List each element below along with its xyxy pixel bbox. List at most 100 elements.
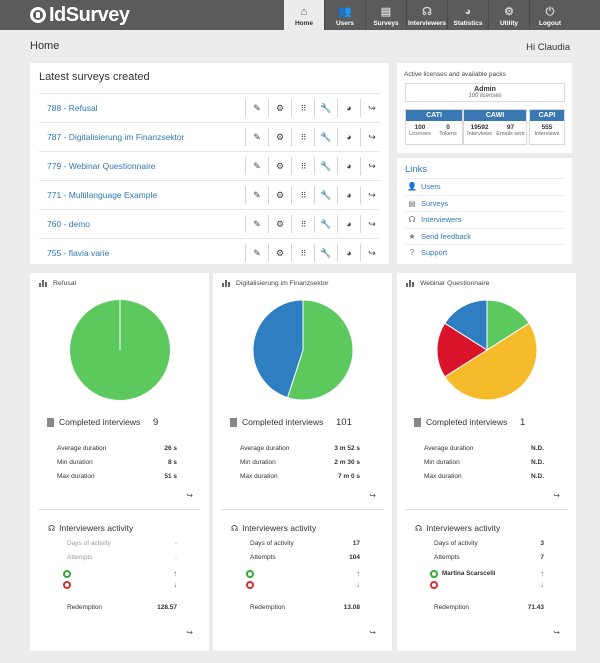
interviewer-up-icon xyxy=(246,570,254,578)
star-icon: ★ xyxy=(408,231,416,241)
share-icon[interactable]: ↪ xyxy=(360,99,383,117)
link-surveys[interactable]: ▤ Surveys xyxy=(405,194,564,211)
metric-value: N.D. xyxy=(531,473,544,480)
logo[interactable]: IdSurvey xyxy=(30,4,130,26)
share-icon[interactable]: ↪ xyxy=(360,157,383,175)
share-icon[interactable]: ↪ xyxy=(553,628,560,637)
nav-label: Statistics xyxy=(453,20,483,27)
survey-link[interactable]: 760 - demo xyxy=(47,219,90,229)
wrench-icon[interactable]: 🔧 xyxy=(314,244,337,262)
stat-title: Webinar Questionnaire xyxy=(420,280,490,287)
nav-interviewers[interactable]: ☊ Interviewers xyxy=(407,0,447,30)
survey-link[interactable]: 788 - Refusal xyxy=(47,103,98,113)
survey-link[interactable]: 755 - flavia varie xyxy=(47,248,110,258)
licenses-title: Active licenses and available packs xyxy=(404,71,506,78)
pie-chart-icon[interactable]: ◕ xyxy=(337,128,360,146)
license-cell: 19592 Interviews xyxy=(464,121,495,137)
wrench-icon[interactable]: 🔧 xyxy=(314,186,337,204)
pie-chart-icon[interactable]: ◕ xyxy=(337,215,360,233)
link-label: Interviewers xyxy=(421,215,462,224)
nav-utility[interactable]: ⚙ Utility xyxy=(489,0,529,30)
share-icon[interactable]: ↪ xyxy=(360,215,383,233)
nav-label: Interviewers xyxy=(408,20,446,27)
grid-icon[interactable]: ⠿ xyxy=(291,157,314,175)
survey-row: 760 - demo ✎ ⚙ ⠿ 🔧 ◕ ↪ xyxy=(39,209,380,238)
license-box-cells: 19592 Interviews 97 Emails sent xyxy=(464,121,526,137)
share-icon[interactable]: ↪ xyxy=(360,128,383,146)
nav-logout[interactable]: ⏻ Logout xyxy=(530,0,570,30)
edit-icon[interactable]: ✎ xyxy=(245,128,268,146)
link-support[interactable]: ? Support xyxy=(405,244,564,260)
settings-doc-icon[interactable]: ⚙ xyxy=(268,128,291,146)
survey-link[interactable]: 779 - Webinar Questionnaire xyxy=(47,161,156,171)
days-value: 17 xyxy=(352,540,360,547)
pie-chart-icon[interactable]: ◕ xyxy=(337,186,360,204)
days-of-activity: Days of activity - xyxy=(67,540,177,551)
pie-chart-icon[interactable]: ◕ xyxy=(337,99,360,117)
wrench-icon[interactable]: 🔧 xyxy=(314,215,337,233)
edit-icon[interactable]: ✎ xyxy=(245,244,268,262)
settings-doc-icon[interactable]: ⚙ xyxy=(268,99,291,117)
links-title: Links xyxy=(405,164,428,175)
latest-surveys-title: Latest surveys created xyxy=(39,71,150,83)
edit-icon[interactable]: ✎ xyxy=(245,215,268,233)
wrench-icon[interactable]: 🔧 xyxy=(314,99,337,117)
link-send-feedback[interactable]: ★ Send feedback xyxy=(405,227,564,244)
share-icon[interactable]: ↪ xyxy=(369,628,376,637)
nav-surveys[interactable]: ▤ Surveys xyxy=(366,0,406,30)
license-label: Tokens xyxy=(439,131,457,137)
grid-icon[interactable]: ⠿ xyxy=(291,99,314,117)
metric-value: 8 s xyxy=(167,459,177,466)
share-icon[interactable]: ↪ xyxy=(186,491,193,500)
headset-icon: ☊ xyxy=(48,523,56,533)
redemption-label: Redemption xyxy=(67,604,103,611)
grid-icon[interactable]: ⠿ xyxy=(291,128,314,146)
share-icon[interactable]: ↪ xyxy=(369,491,376,500)
nav-users[interactable]: 👥 Users xyxy=(325,0,365,30)
redemption: Redemption 128.57 xyxy=(67,604,177,616)
pie-chart-icon[interactable]: ◕ xyxy=(337,244,360,262)
gear-icon: ⚙ xyxy=(504,6,514,18)
nav-home[interactable]: ⌂ Home xyxy=(284,0,324,30)
arrow-down-icon: ↓ xyxy=(356,580,360,589)
completed-label: Completed interviews xyxy=(242,417,324,427)
pie-chart-icon[interactable]: ◕ xyxy=(337,157,360,175)
activity-title: Interviewers activity xyxy=(242,523,317,533)
settings-doc-icon[interactable]: ⚙ xyxy=(268,157,291,175)
user-greeting[interactable]: Hi Claudia xyxy=(526,42,570,53)
share-icon[interactable]: ↪ xyxy=(360,186,383,204)
grid-icon[interactable]: ⠿ xyxy=(291,215,314,233)
metric-label: Max duration xyxy=(424,473,462,480)
license-count: 97 xyxy=(506,124,515,131)
wrench-icon[interactable]: 🔧 xyxy=(314,128,337,146)
nav-statistics[interactable]: ◕ Statistics xyxy=(448,0,488,30)
settings-doc-icon[interactable]: ⚙ xyxy=(268,186,291,204)
settings-doc-icon[interactable]: ⚙ xyxy=(268,244,291,262)
licenses-card: Active licenses and available packs Admi… xyxy=(397,63,572,153)
survey-link[interactable]: 771 - Multilanguage Example xyxy=(47,190,158,200)
edit-icon[interactable]: ✎ xyxy=(245,157,268,175)
top-interviewer-name[interactable]: Martina Scarscelli xyxy=(442,570,496,577)
link-label: Surveys xyxy=(421,198,449,208)
stat-title: Digitalisierung im Finanzsektor xyxy=(236,280,329,287)
edit-icon[interactable]: ✎ xyxy=(245,186,268,204)
edit-icon[interactable]: ✎ xyxy=(245,99,268,117)
metric-label: Max duration xyxy=(240,473,278,480)
share-icon[interactable]: ↪ xyxy=(553,491,560,500)
settings-doc-icon[interactable]: ⚙ xyxy=(268,215,291,233)
survey-link[interactable]: 787 - Digitalisierung im Finanzsektor xyxy=(47,132,185,142)
grid-icon[interactable]: ⠿ xyxy=(291,186,314,204)
share-icon[interactable]: ↪ xyxy=(360,244,383,262)
grid-icon[interactable]: ⠿ xyxy=(291,244,314,262)
license-cell: 555 Interviews xyxy=(530,121,564,137)
divider xyxy=(222,509,383,510)
wrench-icon[interactable]: 🔧 xyxy=(314,157,337,175)
license-label: Interviews xyxy=(467,131,492,137)
nav-separator xyxy=(365,0,366,30)
link-users[interactable]: 👤 Users xyxy=(405,178,564,194)
share-icon[interactable]: ↪ xyxy=(186,628,193,637)
link-interviewers[interactable]: ☊ Interviewers xyxy=(405,211,564,227)
completed-count: 1 xyxy=(520,417,526,428)
duration-metric: Max duration 51 s xyxy=(57,473,177,485)
bottom-interviewer: ↓ xyxy=(430,580,544,592)
